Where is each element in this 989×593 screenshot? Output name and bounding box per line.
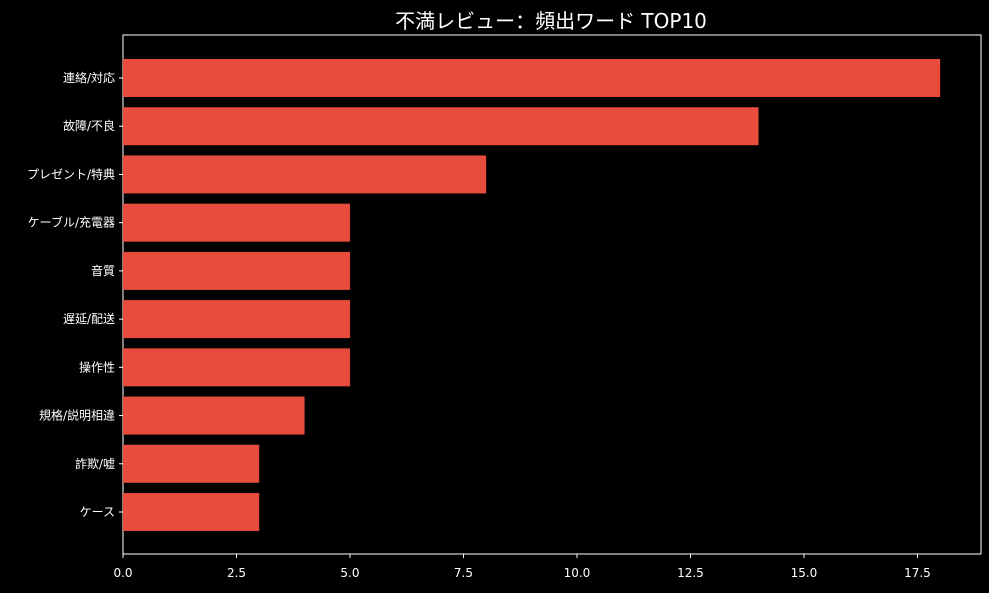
y-tick-label: 操作性	[79, 359, 115, 374]
bar	[123, 396, 305, 435]
bar	[123, 493, 260, 531]
y-axis-labels: 連絡/対応故障/不良プレゼント/特典ケーブル/充電器音質遅延/配送操作性規格/説…	[27, 70, 123, 519]
bar	[123, 348, 350, 387]
bar	[123, 107, 759, 146]
bars-layer	[123, 59, 941, 531]
y-tick-label: 詐欺/嘘	[75, 456, 115, 471]
bar	[123, 203, 350, 242]
x-tick-label: 10.0	[564, 566, 591, 580]
y-tick-label: 音質	[91, 263, 115, 278]
bar	[123, 251, 350, 290]
x-tick-label: 12.5	[677, 566, 704, 580]
y-tick-label: プレゼント/特典	[27, 166, 115, 181]
y-tick-label: 連絡/対応	[63, 70, 115, 85]
x-tick-label: 7.5	[454, 566, 473, 580]
y-tick-label: 故障/不良	[63, 118, 115, 133]
x-tick-label: 15.0	[791, 566, 818, 580]
x-tick-label: 0.0	[113, 566, 132, 580]
bar	[123, 300, 350, 339]
x-tick-label: 17.5	[904, 566, 931, 580]
plot-frame	[122, 34, 982, 555]
x-axis-ticks: 0.0 2.5 5.0 7.5 10.0 12.5 15.0 17.5	[113, 554, 931, 580]
bar	[123, 59, 941, 97]
x-tick-label: 2.5	[227, 566, 246, 580]
x-tick-label: 5.0	[340, 566, 359, 580]
y-tick-label: 規格/説明相違	[39, 408, 115, 423]
y-tick-label: 遅延/配送	[63, 311, 115, 326]
y-tick-label: ケース	[80, 505, 115, 519]
bar	[123, 444, 260, 483]
bar	[123, 155, 487, 194]
y-tick-label: ケーブル/充電器	[28, 215, 115, 230]
chart-title: 不満レビュー：頻出ワード TOP10	[395, 9, 707, 33]
